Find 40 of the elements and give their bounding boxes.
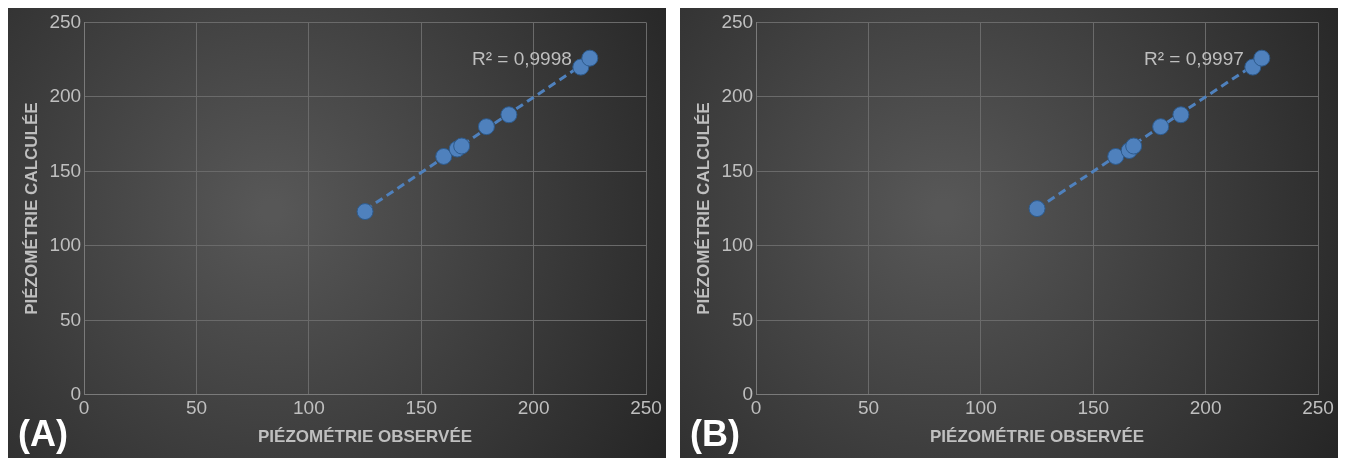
- y-tick-label: 250: [721, 10, 754, 32]
- point: [453, 137, 471, 155]
- point: [435, 147, 453, 165]
- x-tick-label: 100: [965, 397, 997, 419]
- x-tick-label: 250: [1302, 397, 1334, 419]
- text: (B): [690, 412, 740, 454]
- y-tick-label: 50: [59, 308, 82, 330]
- point: [477, 118, 495, 136]
- point: [581, 49, 599, 67]
- point: [1253, 49, 1271, 67]
- point: [1172, 106, 1190, 124]
- y-tick-label: 100: [49, 234, 82, 256]
- annotation: R² = 0,9998: [472, 47, 572, 69]
- y-axis-title: PIÉZOMÉTRIE CALCULÉE: [21, 102, 41, 315]
- point: [1107, 147, 1125, 165]
- y-tick-label: 150: [721, 159, 754, 181]
- x-tick-label: 200: [517, 397, 550, 419]
- x-tick-label: 50: [857, 397, 880, 419]
- point: [356, 203, 374, 221]
- y-tick-label: 200: [49, 85, 82, 107]
- text: (A): [18, 412, 68, 454]
- point: [1152, 118, 1170, 136]
- x-axis-title: PIÉZOMÉTRIE OBSERVÉE: [257, 427, 473, 447]
- point: [500, 106, 518, 124]
- point: [1028, 200, 1046, 218]
- point: [1125, 137, 1143, 155]
- y-tick-label: 50: [731, 308, 754, 330]
- y-axis-title: PIÉZOMÉTRIE CALCULÉE: [693, 102, 713, 315]
- y-tick-label: 250: [49, 10, 82, 32]
- annotation: R² = 0,9997: [1144, 47, 1244, 69]
- x-tick-label: 250: [630, 397, 662, 419]
- x-axis-title: PIÉZOMÉTRIE OBSERVÉE: [929, 427, 1145, 447]
- y-tick-label: 200: [721, 85, 754, 107]
- y-tick-label: 100: [721, 234, 754, 256]
- x-tick-label: 150: [405, 397, 438, 419]
- y-tick-label: 150: [49, 159, 82, 181]
- x-tick-label: 150: [1077, 397, 1110, 419]
- x-tick-label: 200: [1189, 397, 1222, 419]
- x-tick-label: 50: [185, 397, 208, 419]
- x-tick-label: 100: [293, 397, 325, 419]
